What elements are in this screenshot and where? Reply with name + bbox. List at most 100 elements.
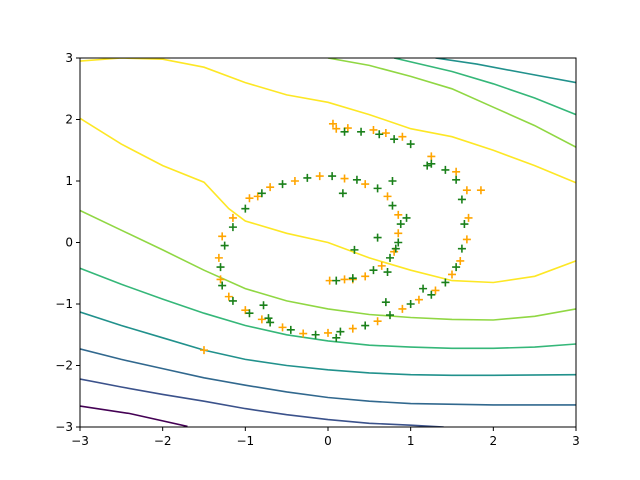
data-point bbox=[278, 180, 287, 189]
data-point bbox=[381, 129, 390, 138]
data-point bbox=[457, 195, 466, 204]
data-point bbox=[352, 175, 361, 184]
data-point bbox=[340, 127, 349, 136]
data-point bbox=[398, 304, 407, 313]
data-point bbox=[338, 189, 347, 198]
data-point bbox=[427, 159, 436, 168]
data-point bbox=[462, 186, 471, 195]
data-point bbox=[218, 232, 227, 241]
data-point bbox=[228, 213, 237, 222]
data-point bbox=[332, 276, 341, 285]
data-point bbox=[427, 290, 436, 299]
x-tick-label: 1 bbox=[407, 434, 415, 448]
data-point bbox=[456, 256, 465, 265]
data-point bbox=[228, 223, 237, 232]
data-point bbox=[431, 286, 440, 295]
data-point bbox=[460, 220, 469, 229]
data-point bbox=[286, 325, 295, 334]
data-point bbox=[241, 204, 250, 213]
data-point bbox=[278, 323, 287, 332]
data-point bbox=[340, 174, 349, 183]
contour-line-10 bbox=[435, 58, 576, 84]
data-point bbox=[373, 184, 382, 193]
data-point bbox=[388, 177, 397, 185]
x-tick-label: 0 bbox=[324, 434, 332, 448]
y-tick-label: 0 bbox=[65, 236, 73, 250]
data-point bbox=[427, 152, 436, 161]
data-point bbox=[214, 253, 223, 262]
data-point bbox=[457, 244, 466, 253]
data-point bbox=[245, 309, 254, 318]
contour-line-7 bbox=[80, 58, 576, 184]
data-point bbox=[373, 233, 382, 242]
data-point bbox=[388, 201, 397, 210]
y-tick-label: −1 bbox=[55, 297, 73, 311]
data-point bbox=[216, 263, 225, 272]
data-point bbox=[396, 220, 405, 229]
data-point bbox=[369, 266, 378, 275]
data-point bbox=[245, 194, 254, 203]
data-point bbox=[299, 329, 308, 338]
data-point bbox=[257, 315, 266, 324]
y-axis: −3 −2 −1 0 1 2 3 bbox=[55, 51, 80, 434]
data-point bbox=[200, 346, 208, 355]
data-point bbox=[464, 213, 473, 222]
data-point bbox=[476, 186, 485, 195]
data-point bbox=[290, 177, 299, 185]
contour-line-9 bbox=[393, 58, 576, 116]
data-point bbox=[216, 275, 225, 284]
data-point bbox=[361, 272, 370, 281]
data-point bbox=[394, 238, 403, 247]
contour-line-6 bbox=[80, 117, 576, 284]
y-tick-label: 1 bbox=[65, 174, 73, 188]
data-point bbox=[266, 183, 275, 192]
data-point bbox=[350, 245, 359, 254]
data-point bbox=[390, 135, 399, 144]
data-point bbox=[224, 292, 233, 301]
data-point bbox=[328, 119, 337, 128]
data-point bbox=[332, 333, 341, 342]
y-tick-label: −3 bbox=[55, 420, 73, 434]
series-0 bbox=[200, 119, 485, 355]
data-point bbox=[348, 324, 357, 333]
data-point bbox=[315, 172, 324, 181]
data-point bbox=[452, 175, 461, 184]
contour-line-2 bbox=[80, 348, 576, 406]
data-point bbox=[448, 270, 456, 279]
data-point bbox=[452, 167, 461, 176]
x-tick-label: −1 bbox=[236, 434, 254, 448]
data-point bbox=[303, 173, 312, 182]
data-point bbox=[398, 132, 407, 141]
data-point bbox=[402, 213, 411, 222]
contour-line-4 bbox=[80, 267, 576, 350]
data-point bbox=[361, 180, 370, 189]
data-point bbox=[462, 235, 471, 244]
data-point bbox=[311, 330, 320, 339]
data-point bbox=[423, 161, 432, 170]
data-point bbox=[414, 295, 423, 304]
data-point bbox=[406, 140, 415, 149]
contour-line-8 bbox=[327, 58, 576, 148]
contour-line-5 bbox=[80, 209, 576, 321]
x-tick-label: −2 bbox=[154, 434, 172, 448]
series-1 bbox=[216, 127, 469, 342]
data-point bbox=[381, 298, 390, 307]
data-point bbox=[373, 317, 382, 326]
contour-line-1 bbox=[80, 378, 444, 427]
data-point bbox=[394, 210, 403, 219]
data-point bbox=[328, 172, 337, 181]
data-point bbox=[406, 300, 415, 308]
data-point bbox=[391, 244, 400, 253]
data-point bbox=[369, 125, 378, 134]
data-point bbox=[394, 229, 403, 238]
contour-layer bbox=[80, 58, 576, 427]
data-point bbox=[383, 192, 392, 201]
data-point bbox=[266, 318, 275, 327]
data-point bbox=[228, 296, 237, 305]
data-point bbox=[419, 284, 428, 293]
y-tick-label: 2 bbox=[65, 113, 73, 127]
data-point bbox=[241, 306, 250, 315]
data-point bbox=[332, 124, 341, 133]
data-point bbox=[357, 127, 366, 136]
